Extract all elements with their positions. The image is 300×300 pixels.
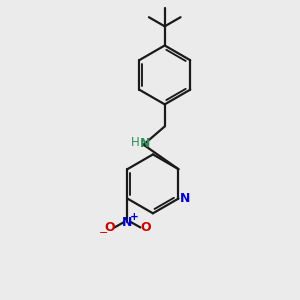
- Text: O: O: [140, 221, 151, 234]
- Text: −: −: [99, 228, 109, 238]
- Text: H: H: [131, 136, 140, 149]
- Text: N: N: [140, 137, 150, 150]
- Text: N: N: [122, 216, 133, 229]
- Text: O: O: [104, 221, 115, 234]
- Text: N: N: [180, 192, 190, 205]
- Text: +: +: [130, 212, 138, 222]
